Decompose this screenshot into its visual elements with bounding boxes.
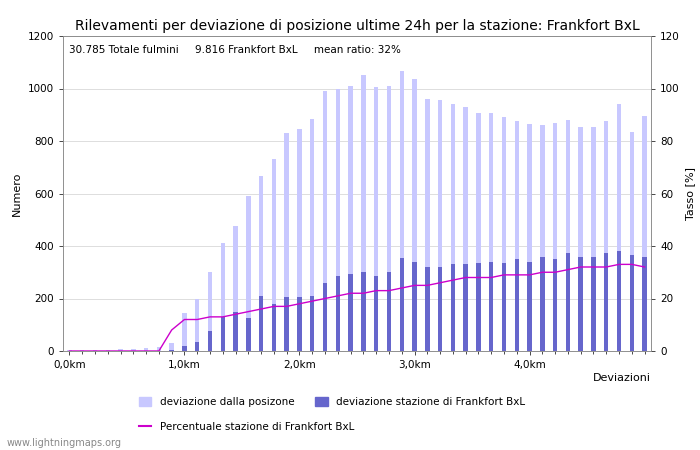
Bar <box>386 272 391 351</box>
Bar <box>592 126 596 351</box>
Bar <box>540 125 545 351</box>
Text: 30.785 Totale fulmini     9.816 Frankfort BxL     mean ratio: 32%: 30.785 Totale fulmini 9.816 Frankfort Bx… <box>69 45 401 55</box>
Bar <box>310 296 314 351</box>
Bar <box>118 349 122 351</box>
Bar <box>438 100 442 351</box>
Y-axis label: Tasso [%]: Tasso [%] <box>685 167 695 220</box>
Title: Rilevamenti per deviazione di posizione ultime 24h per la stazione: Frankfort Bx: Rilevamenti per deviazione di posizione … <box>75 19 639 33</box>
Bar <box>80 350 85 351</box>
Bar <box>527 262 532 351</box>
Bar <box>169 350 174 351</box>
Bar <box>527 124 532 351</box>
Bar <box>476 113 481 351</box>
Bar <box>361 272 365 351</box>
Legend: Percentuale stazione di Frankfort BxL: Percentuale stazione di Frankfort BxL <box>139 423 354 432</box>
Bar <box>514 122 519 351</box>
Bar <box>323 91 328 351</box>
Bar <box>310 119 314 351</box>
Bar <box>220 317 225 351</box>
Bar <box>272 304 276 351</box>
Bar <box>476 263 481 351</box>
Bar <box>374 276 379 351</box>
Bar <box>592 256 596 351</box>
Text: Deviazioni: Deviazioni <box>593 373 651 383</box>
Bar <box>246 196 251 351</box>
Bar <box>233 226 238 351</box>
Bar <box>553 122 557 351</box>
Bar <box>169 343 174 351</box>
Bar <box>425 267 430 351</box>
Bar <box>246 318 251 351</box>
Bar <box>67 350 71 351</box>
Bar <box>349 86 353 351</box>
Bar <box>514 259 519 351</box>
Bar <box>553 259 557 351</box>
Bar <box>208 331 212 351</box>
Bar <box>400 72 404 351</box>
Bar <box>463 265 468 351</box>
Bar <box>566 252 570 351</box>
Bar <box>489 262 493 351</box>
Bar <box>451 104 455 351</box>
Bar <box>604 122 608 351</box>
Bar <box>298 129 302 351</box>
Bar <box>578 126 583 351</box>
Bar <box>157 347 161 351</box>
Bar <box>502 117 506 351</box>
Bar <box>335 89 340 351</box>
Bar <box>566 120 570 351</box>
Bar <box>425 99 430 351</box>
Bar <box>412 262 416 351</box>
Y-axis label: Numero: Numero <box>12 171 22 216</box>
Bar <box>361 75 365 351</box>
Bar <box>374 87 379 351</box>
Bar <box>386 86 391 351</box>
Bar <box>182 313 187 351</box>
Bar <box>182 346 187 351</box>
Bar <box>617 251 622 351</box>
Bar <box>323 283 328 351</box>
Bar <box>438 267 442 351</box>
Bar <box>629 255 634 351</box>
Text: www.lightningmaps.org: www.lightningmaps.org <box>7 438 122 448</box>
Bar <box>463 107 468 351</box>
Bar <box>298 297 302 351</box>
Bar <box>233 311 238 351</box>
Bar <box>220 243 225 351</box>
Bar <box>489 113 493 351</box>
Bar <box>604 252 608 351</box>
Bar <box>335 276 340 351</box>
Bar <box>578 256 583 351</box>
Bar <box>144 348 148 351</box>
Bar <box>643 256 647 351</box>
Bar <box>208 272 212 351</box>
Bar <box>284 297 289 351</box>
Bar <box>629 132 634 351</box>
Bar <box>284 133 289 351</box>
Bar <box>131 349 136 351</box>
Bar <box>259 296 263 351</box>
Bar <box>617 104 622 351</box>
Bar <box>540 256 545 351</box>
Bar <box>349 274 353 351</box>
Bar <box>643 116 647 351</box>
Bar <box>412 79 416 351</box>
Bar <box>259 176 263 351</box>
Bar <box>195 298 199 351</box>
Bar <box>272 159 276 351</box>
Bar <box>400 258 404 351</box>
Bar <box>195 342 199 351</box>
Bar <box>502 263 506 351</box>
Bar <box>106 350 110 351</box>
Bar <box>451 265 455 351</box>
